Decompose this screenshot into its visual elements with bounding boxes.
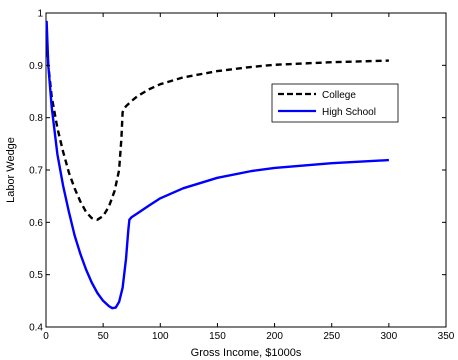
y-tick-label-0.4: 0.4 xyxy=(29,323,43,334)
series-line-high-school xyxy=(45,20,389,310)
legend-box xyxy=(271,83,399,123)
x-tick-label-250: 250 xyxy=(323,331,340,342)
x-tick-label-0: 0 xyxy=(43,331,49,342)
y-tick-label-0.8: 0.8 xyxy=(29,113,43,124)
x-tick-label-100: 100 xyxy=(152,331,169,342)
y-tick-label-1: 1 xyxy=(37,9,43,20)
x-tick-label-350: 350 xyxy=(438,331,455,342)
y-tick-label-0.5: 0.5 xyxy=(29,270,43,281)
y-tick-label-0.9: 0.9 xyxy=(29,61,43,72)
x-tick-label-50: 50 xyxy=(98,331,110,342)
legend-label-college: College xyxy=(322,90,356,101)
y-tick-label-0.6: 0.6 xyxy=(29,218,43,229)
legend: College High School xyxy=(271,83,399,123)
x-axis-label: Gross Income, $1000s xyxy=(191,347,302,359)
x-tick-label-200: 200 xyxy=(266,331,283,342)
legend-label-high-school: High School xyxy=(322,107,376,118)
x-tick-label-300: 300 xyxy=(381,331,398,342)
plot-frame xyxy=(45,12,447,328)
y-axis-label: Labor Wedge xyxy=(5,137,17,203)
y-tick-label-0.7: 0.7 xyxy=(29,166,43,177)
x-tick-label-150: 150 xyxy=(209,331,226,342)
